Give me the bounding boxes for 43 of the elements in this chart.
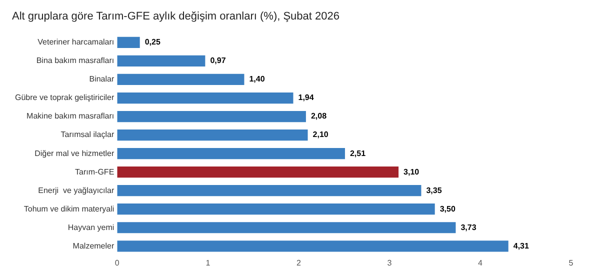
data-label: 3,10 <box>404 167 420 176</box>
x-tick-label: 4 <box>478 258 484 268</box>
data-label: 1,40 <box>249 74 266 84</box>
data-label: 0,97 <box>210 56 226 66</box>
y-tick-label: Tarım-GFE <box>75 167 114 176</box>
data-label: 3,50 <box>440 204 456 214</box>
y-tick-label: Makine bakım masrafları <box>26 112 114 121</box>
y-tick-label: Diğer mal ve hizmetler <box>34 148 114 158</box>
y-tick-label: Hayvan yemi <box>68 222 114 232</box>
data-label: 3,35 <box>426 186 442 195</box>
y-tick-label: Gübre ve toprak geliştiriciler <box>14 93 114 102</box>
bar <box>117 222 456 234</box>
y-tick-label: Bina bakım masrafları <box>36 56 114 66</box>
bar <box>117 36 140 48</box>
bar <box>117 240 508 252</box>
x-tick-label: 3 <box>387 258 392 268</box>
data-label: 3,73 <box>460 222 477 232</box>
data-label: 2,51 <box>350 148 366 158</box>
x-tick-label: 2 <box>296 258 302 268</box>
y-tick-label: Binalar <box>89 74 114 84</box>
bar <box>117 185 422 196</box>
data-label: 0,25 <box>144 38 161 47</box>
data-label: 4,31 <box>513 241 530 250</box>
bar <box>117 74 244 86</box>
chart-title: Alt gruplara göre Tarım-GFE aylık değişim oranları (%), Şubat 2026 <box>12 10 340 23</box>
x-tick-label: 1 <box>206 258 211 268</box>
data-label: 2,10 <box>312 130 329 140</box>
x-tick-label: 5 <box>568 258 574 268</box>
y-tick-label: Tarımsal ilaçlar <box>60 130 114 140</box>
y-tick-label: Veteriner harcamaları <box>38 38 114 47</box>
bar <box>117 110 306 122</box>
data-label: 2,08 <box>310 112 328 121</box>
data-label: 1,94 <box>298 93 314 102</box>
y-tick-label: Malzemeler <box>72 241 114 250</box>
x-tick-label: 0 <box>114 258 120 268</box>
y-tick-label: Enerji ve yağlayıcılar <box>38 186 114 195</box>
bar <box>117 129 308 141</box>
bar <box>117 204 435 215</box>
y-tick-label: Tohum ve dikim materyali <box>24 204 114 214</box>
bar <box>117 166 399 178</box>
bar <box>117 92 294 104</box>
bar <box>117 55 206 67</box>
bar <box>117 148 345 160</box>
